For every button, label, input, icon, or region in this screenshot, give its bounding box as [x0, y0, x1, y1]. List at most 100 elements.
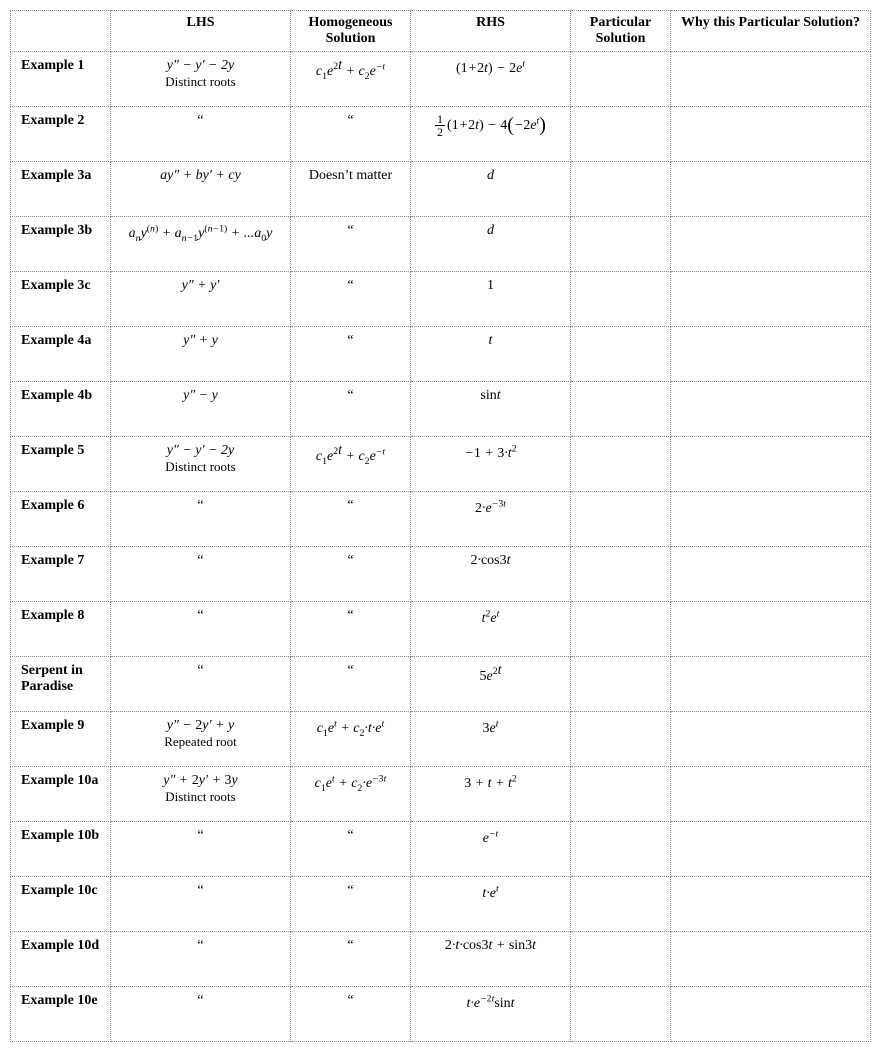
- lhs-cell: y″ − y: [111, 382, 291, 437]
- rhs-cell: 3et: [411, 712, 571, 767]
- table-row: Example 10d““2·t·cos3t + sin3t: [11, 932, 871, 987]
- rhs-cell: d: [411, 217, 571, 272]
- rhs-cell: 3 + t + t2: [411, 767, 571, 822]
- why-cell: [671, 107, 871, 162]
- homogeneous-cell: “: [291, 107, 411, 162]
- particular-cell: [571, 437, 671, 492]
- row-label: Example 3c: [11, 272, 111, 327]
- rhs-cell: −1 + 3·t2: [411, 437, 571, 492]
- homogeneous-cell: “: [291, 987, 411, 1042]
- lhs-cell: y″ − y′ − 2yDistinct roots: [111, 437, 291, 492]
- why-cell: [671, 437, 871, 492]
- why-cell: [671, 712, 871, 767]
- table-row: Example 10b““e−t: [11, 822, 871, 877]
- homogeneous-cell: c1et + c2·e−3t: [291, 767, 411, 822]
- homogeneous-cell: Doesn’t matter: [291, 162, 411, 217]
- rhs-cell: 2·t·cos3t + sin3t: [411, 932, 571, 987]
- homogeneous-cell: “: [291, 657, 411, 712]
- rhs-cell: 2·e−3t: [411, 492, 571, 547]
- rhs-cell: 12(1+2t) − 4(−2et): [411, 107, 571, 162]
- particular-cell: [571, 602, 671, 657]
- row-label: Example 1: [11, 52, 111, 107]
- header-rhs: RHS: [411, 11, 571, 52]
- lhs-cell: “: [111, 822, 291, 877]
- particular-cell: [571, 547, 671, 602]
- lhs-cell: y″ + y: [111, 327, 291, 382]
- homogeneous-cell: c1e2t + c2e−t: [291, 52, 411, 107]
- table-row: Serpent in Paradise““5e2t: [11, 657, 871, 712]
- row-label: Example 10a: [11, 767, 111, 822]
- rhs-cell: t·et: [411, 877, 571, 932]
- particular-cell: [571, 712, 671, 767]
- particular-cell: [571, 822, 671, 877]
- row-label: Example 3a: [11, 162, 111, 217]
- why-cell: [671, 932, 871, 987]
- table-row: Example 8““t2et: [11, 602, 871, 657]
- lhs-cell: “: [111, 602, 291, 657]
- why-cell: [671, 822, 871, 877]
- homogeneous-cell: “: [291, 272, 411, 327]
- why-cell: [671, 767, 871, 822]
- why-cell: [671, 272, 871, 327]
- rhs-cell: 1: [411, 272, 571, 327]
- particular-cell: [571, 877, 671, 932]
- lhs-cell: y″ − y′ − 2yDistinct roots: [111, 52, 291, 107]
- row-label: Example 5: [11, 437, 111, 492]
- why-cell: [671, 657, 871, 712]
- homogeneous-cell: “: [291, 877, 411, 932]
- table-row: Example 2““12(1+2t) − 4(−2et): [11, 107, 871, 162]
- rhs-cell: 2·cos3t: [411, 547, 571, 602]
- table-row: Example 5y″ − y′ − 2yDistinct rootsc1e2t…: [11, 437, 871, 492]
- table-row: Example 4ay″ + y“t: [11, 327, 871, 382]
- row-label: Example 8: [11, 602, 111, 657]
- lhs-cell: ay″ + by′ + cy: [111, 162, 291, 217]
- header-blank: [11, 11, 111, 52]
- particular-cell: [571, 492, 671, 547]
- why-cell: [671, 327, 871, 382]
- table-row: Example 6““2·e−3t: [11, 492, 871, 547]
- lhs-cell: “: [111, 547, 291, 602]
- rhs-cell: e−t: [411, 822, 571, 877]
- rhs-cell: d: [411, 162, 571, 217]
- row-label: Example 10e: [11, 987, 111, 1042]
- why-cell: [671, 877, 871, 932]
- row-label: Example 7: [11, 547, 111, 602]
- header-particular: Particular Solution: [571, 11, 671, 52]
- homogeneous-cell: “: [291, 492, 411, 547]
- row-label: Example 10b: [11, 822, 111, 877]
- header-why: Why this Particular Solution?: [671, 11, 871, 52]
- homogeneous-cell: “: [291, 327, 411, 382]
- homogeneous-cell: “: [291, 217, 411, 272]
- homogeneous-cell: “: [291, 822, 411, 877]
- row-label: Example 3b: [11, 217, 111, 272]
- rhs-cell: t·e−2tsint: [411, 987, 571, 1042]
- why-cell: [671, 987, 871, 1042]
- lhs-cell: “: [111, 107, 291, 162]
- rhs-cell: 5e2t: [411, 657, 571, 712]
- lhs-cell: “: [111, 932, 291, 987]
- rhs-cell: t: [411, 327, 571, 382]
- row-label: Serpent in Paradise: [11, 657, 111, 712]
- particular-cell: [571, 382, 671, 437]
- why-cell: [671, 52, 871, 107]
- differential-equations-table: LHS Homogeneous Solution RHS Particular …: [10, 10, 871, 1042]
- table-row: Example 3bany(n) + an−1y(n−1) + ...a0y“d: [11, 217, 871, 272]
- header-homogeneous: Homogeneous Solution: [291, 11, 411, 52]
- row-label: Example 10c: [11, 877, 111, 932]
- rhs-cell: t2et: [411, 602, 571, 657]
- lhs-cell: “: [111, 492, 291, 547]
- table-row: Example 7““2·cos3t: [11, 547, 871, 602]
- homogeneous-cell: “: [291, 547, 411, 602]
- table-body: Example 1y″ − y′ − 2yDistinct rootsc1e2t…: [11, 52, 871, 1042]
- particular-cell: [571, 327, 671, 382]
- particular-cell: [571, 657, 671, 712]
- table-row: Example 4by″ − y“sint: [11, 382, 871, 437]
- header-row: LHS Homogeneous Solution RHS Particular …: [11, 11, 871, 52]
- particular-cell: [571, 217, 671, 272]
- table-row: Example 1y″ − y′ − 2yDistinct rootsc1e2t…: [11, 52, 871, 107]
- lhs-cell: y″ − 2y′ + yRepeated root: [111, 712, 291, 767]
- table-row: Example 10ay″ + 2y′ + 3yDistinct rootsc1…: [11, 767, 871, 822]
- table-row: Example 9y″ − 2y′ + yRepeated rootc1et +…: [11, 712, 871, 767]
- homogeneous-cell: “: [291, 602, 411, 657]
- row-label: Example 4b: [11, 382, 111, 437]
